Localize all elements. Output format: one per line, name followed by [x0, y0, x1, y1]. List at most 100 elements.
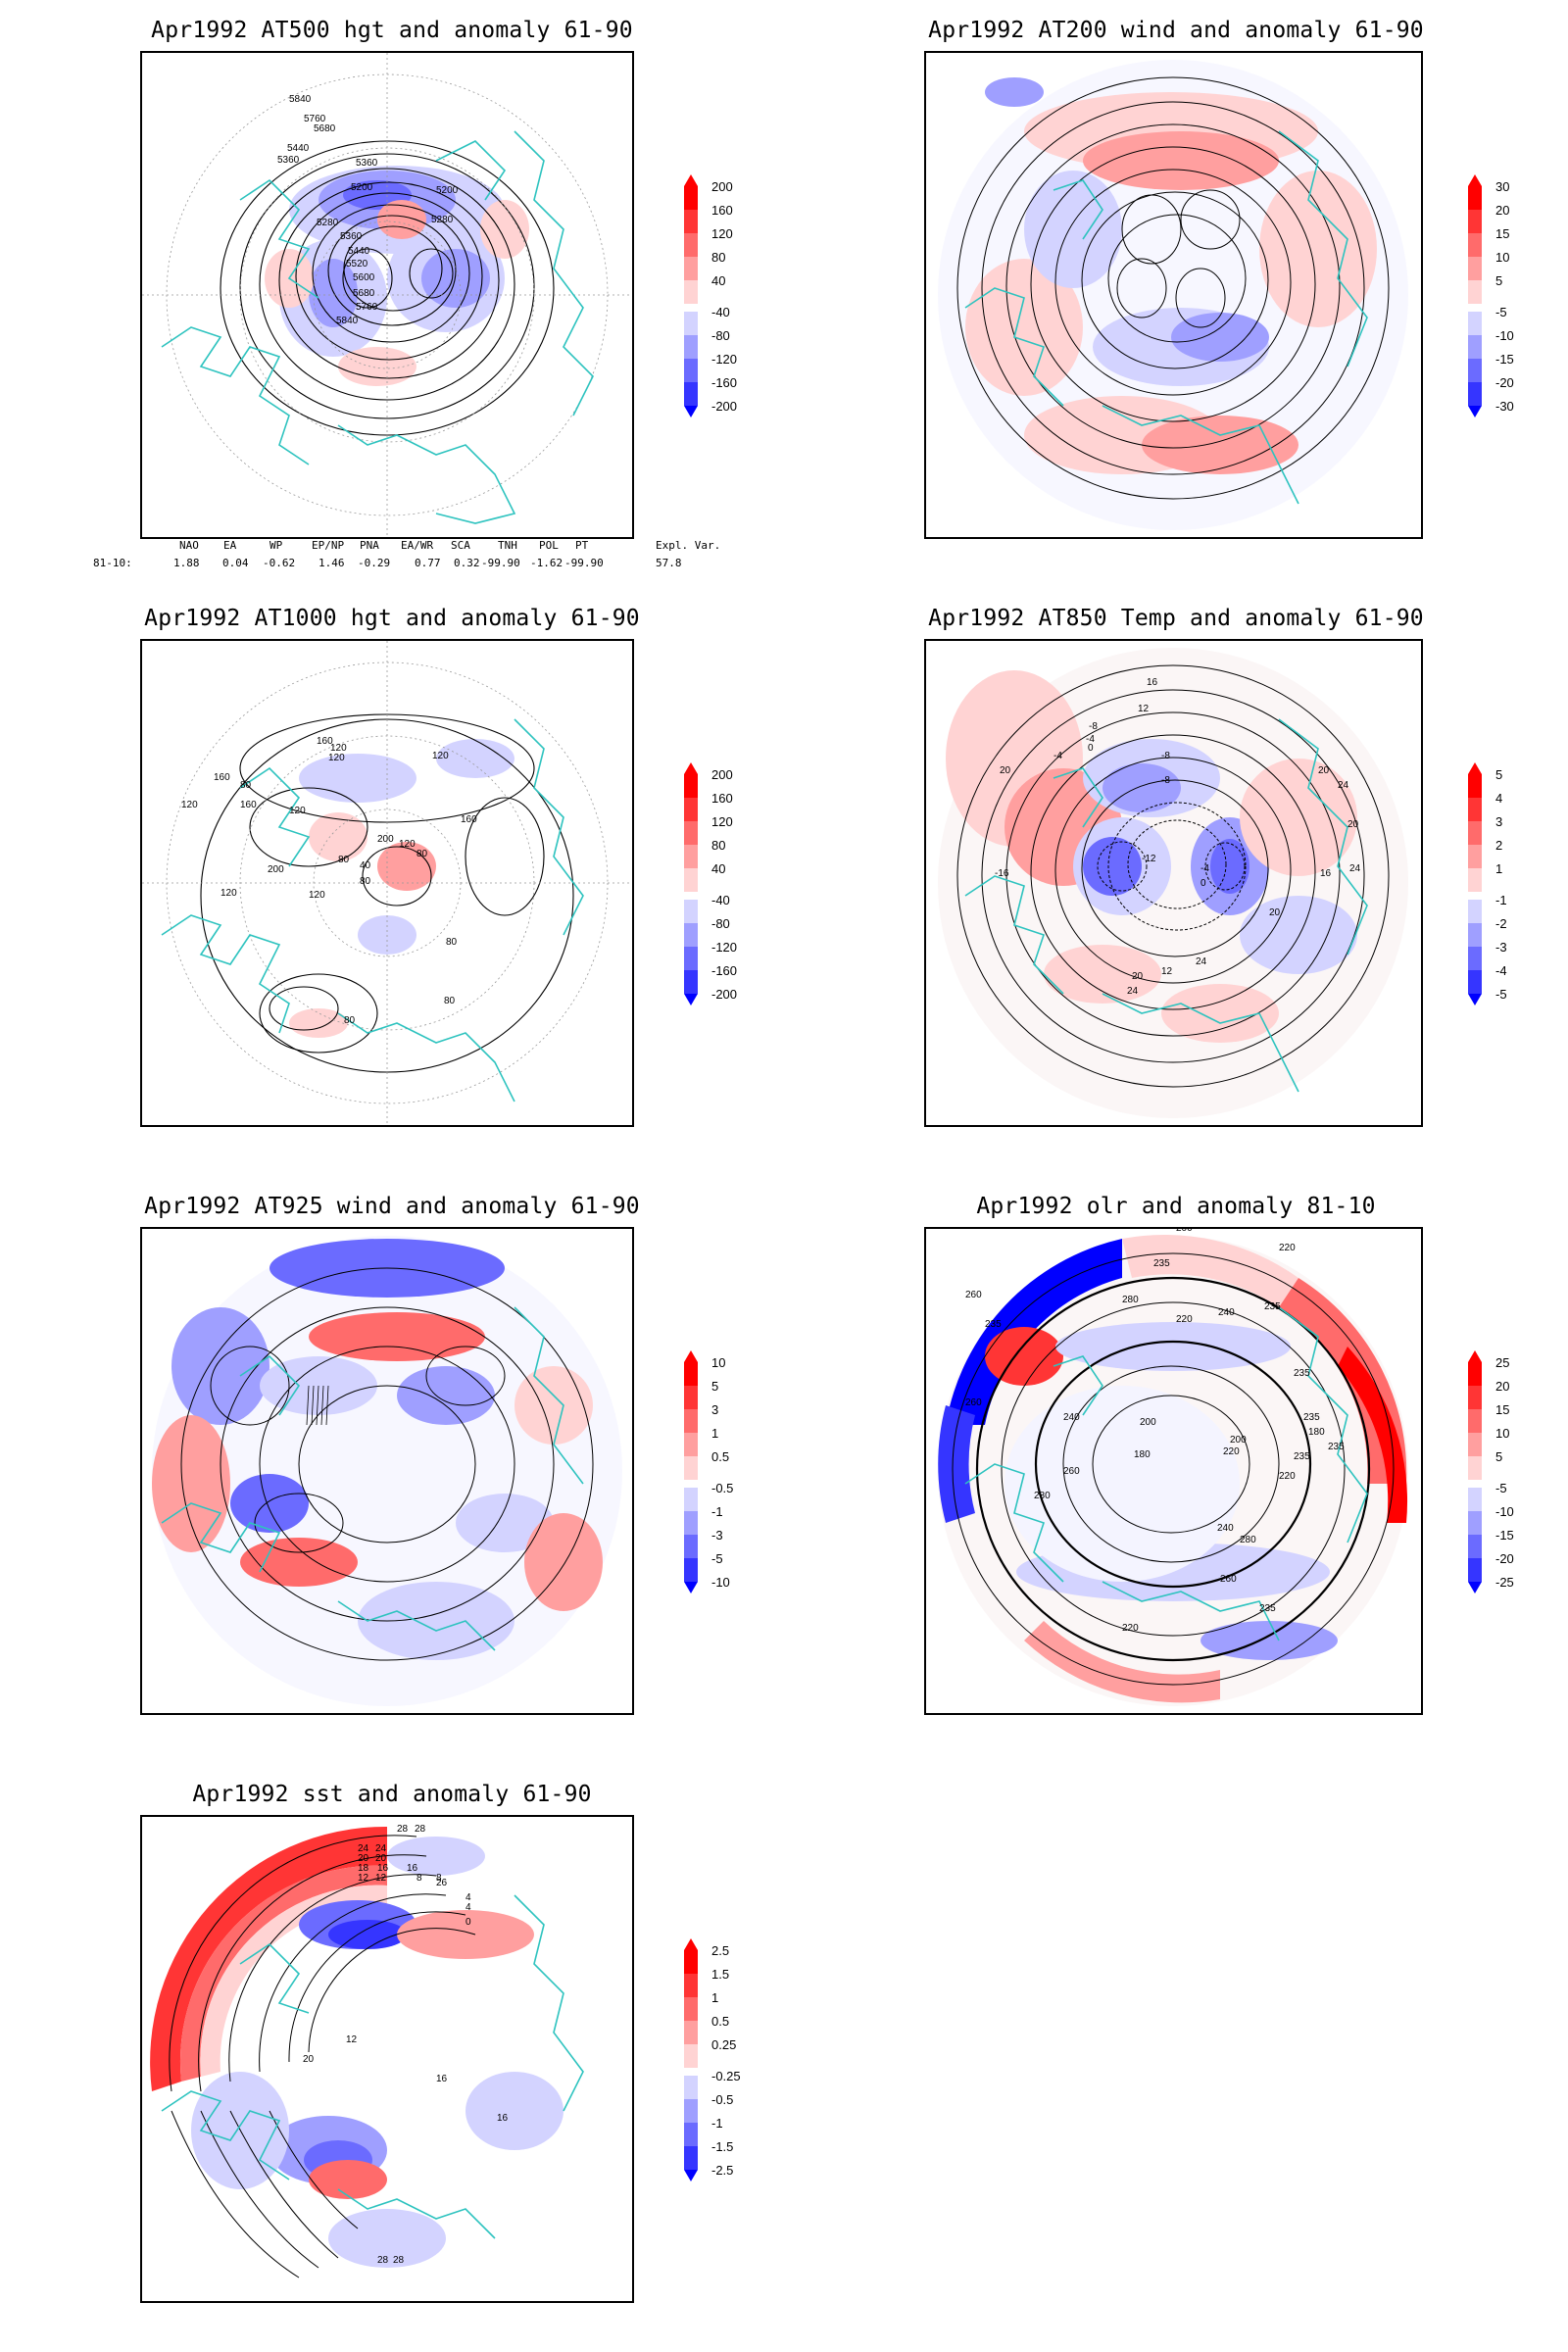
contour-label: 160: [317, 736, 333, 747]
contour-label: 120: [289, 806, 306, 816]
contour-label: 5360: [340, 231, 363, 242]
contour-label: 120: [432, 751, 449, 761]
index-header: NAO: [179, 539, 199, 552]
colorbar-label: -1: [1495, 893, 1507, 907]
contour-label: 20: [375, 1853, 387, 1864]
contour-label: 200: [268, 864, 284, 875]
map-frame: 28 28 24 24 20 20 16 18 16 12 12 8 8 26 4 4 0 12 20 16 16 28 2…: [140, 1815, 634, 2303]
contour-label: 235: [1264, 1301, 1281, 1312]
panel-title: Apr1992 AT850 Temp and anomaly 61-90: [928, 606, 1424, 631]
contour-label: 20: [358, 1853, 369, 1864]
map-frame: 16 12 -8 -4 0 -4 20 -8 -8 20 24 -16 -12 -4 0 20 24 16 20 24…: [924, 639, 1423, 1127]
colorbar-label: 1: [711, 1426, 719, 1441]
index-value: 57.8: [656, 557, 682, 569]
panel-title: Apr1992 olr and anomaly 81-10: [976, 1194, 1376, 1219]
colorbar-labels: 200 160 120 80 40 -40 -80 -120 -160 -200: [676, 762, 755, 1017]
index-header: POL: [539, 539, 559, 552]
contour-label: 235: [1153, 1258, 1170, 1269]
colorbar-label: 5: [1495, 273, 1503, 288]
contour-label: 80: [344, 1015, 356, 1026]
colorbar-label: -1.5: [711, 2139, 734, 2154]
contour-label: 5440: [287, 143, 310, 154]
polar-map: 1612-8-40-420-8-82024-16-12-402024162024…: [938, 648, 1408, 1118]
colorbar: [1468, 174, 1482, 417]
colorbar-label: 2: [1495, 838, 1503, 853]
contour-label: 220: [1279, 1243, 1296, 1253]
contour-label: 120: [309, 890, 325, 901]
contour-label: 5840: [289, 94, 312, 105]
colorbar: [684, 1938, 698, 2181]
contour-label: 5200: [436, 185, 459, 196]
colorbar-label: 120: [711, 814, 733, 829]
index-value: 0.77: [415, 557, 441, 569]
contour-label: 16: [497, 2113, 509, 2124]
colorbar-label: 2.5: [711, 1943, 730, 1958]
contour-label: 120: [181, 800, 198, 810]
panel-olr: Apr1992 olr and anomaly 81-10: [784, 1176, 1568, 1764]
colorbar-label: 3: [711, 1402, 719, 1417]
contour-label: 160: [240, 800, 257, 810]
index-header: TNH: [498, 539, 517, 552]
contour-label: 20: [1318, 765, 1330, 776]
contour-label: 80: [446, 937, 458, 948]
colorbar-label: 10: [711, 1355, 726, 1370]
contour-label: 28: [377, 2255, 389, 2266]
colorbar-label: -20: [1495, 375, 1514, 390]
colorbar-label: -10: [1495, 328, 1514, 343]
contour-label: 240: [1218, 1307, 1235, 1318]
contour-label: 0: [466, 1917, 471, 1928]
colorbar-label: -200: [711, 399, 738, 414]
colorbar-label: 0.5: [711, 1449, 730, 1464]
index-value: -0.62: [263, 557, 296, 569]
colorbar-labels: 200 160 120 80 40 -40 -80 -120 -160 -200: [676, 174, 755, 429]
colorbar-label: -20: [1495, 1551, 1514, 1566]
indices-value-row: 81-10: 1.88 0.04 -0.62 1.46 -0.29 0.77 0…: [93, 557, 779, 574]
contour-label: -8: [1161, 751, 1170, 761]
contour-label: 220: [1223, 1446, 1240, 1457]
panel-at1000-hgt: Apr1992 AT1000 hgt and anomaly 61-90: [0, 588, 784, 1176]
colorbar-label: 20: [1495, 203, 1510, 218]
contour-label: 5360: [356, 158, 378, 169]
colorbar-label: -120: [711, 940, 738, 955]
index-value: 0.04: [222, 557, 249, 569]
contour-label: 280: [1034, 1491, 1051, 1501]
colorbar-label: -2.5: [711, 2163, 734, 2178]
contour-label: 0: [1200, 878, 1206, 889]
colorbar-label: -4: [1495, 963, 1507, 978]
index-header: EA: [223, 539, 237, 552]
contour-label: 20: [1000, 765, 1011, 776]
contour-label: 28: [393, 2255, 405, 2266]
contour-label: 80: [444, 996, 456, 1006]
contour-label: 200: [1230, 1435, 1247, 1446]
contour-label: 235: [1294, 1451, 1310, 1462]
contour-label: 220: [1176, 1314, 1193, 1325]
colorbar-label: -160: [711, 375, 738, 390]
contour-label: 8: [436, 1873, 442, 1884]
colorbar-label: -80: [711, 328, 730, 343]
colorbar-label: 160: [711, 203, 733, 218]
colorbar-labels: 5 4 3 2 1 -1 -2 -3 -4 -5: [1460, 762, 1539, 1017]
contour-label: 235: [1303, 1412, 1320, 1423]
contour-label: 5280: [317, 218, 339, 228]
contour-label: -4: [1054, 751, 1062, 761]
panel-title: Apr1992 AT925 wind and anomaly 61-90: [144, 1194, 640, 1219]
colorbar-label: 15: [1495, 1402, 1510, 1417]
colorbar-label: -30: [1495, 399, 1514, 414]
colorbar: [684, 762, 698, 1005]
panel-at500-hgt: Apr1992 AT500 hgt and anomaly 61-90: [0, 0, 784, 588]
contour-label: 235: [985, 1319, 1002, 1330]
contour-label: 5200: [351, 182, 373, 193]
colorbar-label: -15: [1495, 352, 1514, 367]
contour-label: 80: [416, 849, 428, 859]
contour-label: 16: [436, 2074, 448, 2084]
colorbar-label: -5: [1495, 305, 1507, 319]
panel-title: Apr1992 AT500 hgt and anomaly 61-90: [151, 18, 633, 43]
contour-label: 4: [466, 1892, 471, 1903]
colorbar-label: -200: [711, 987, 738, 1002]
contour-label: -8: [1089, 721, 1098, 732]
contour-label: 235: [1259, 1603, 1276, 1614]
contour-label: 16: [377, 1863, 389, 1874]
contour-label: 20: [1269, 907, 1281, 918]
map-frame: [140, 1227, 634, 1715]
